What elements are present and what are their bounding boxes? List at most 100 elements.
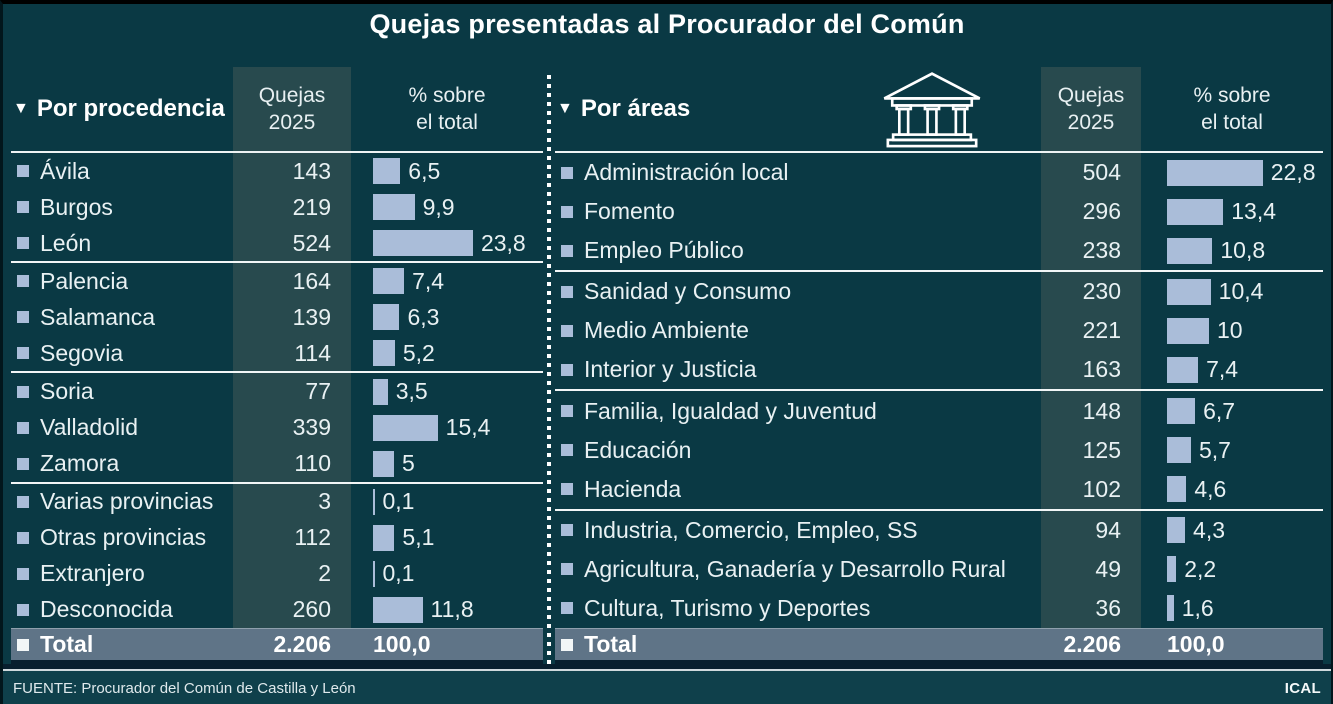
pct-bar [373, 450, 394, 477]
square-bullet-icon [17, 638, 29, 651]
row-quejas-value: 296 [1041, 192, 1141, 232]
total-pct-value: 100,0 [373, 631, 431, 657]
row-pct-cell: 10 [1141, 311, 1323, 350]
row-pct-label: 5,2 [402, 339, 435, 366]
row-pct-label: 1,6 [1181, 594, 1214, 621]
row-label: Palencia [40, 267, 129, 294]
table-row: Cultura, Turismo y Deportes 36 1,6 [555, 588, 1323, 628]
row-quejas-value: 219 [233, 189, 351, 226]
bottom-strip [3, 664, 1331, 669]
row-label-cell: Desconocida [11, 592, 233, 628]
total-row: Total 2.206 100,0 [555, 628, 1323, 664]
row-pct-cell: 4,6 [1141, 470, 1323, 509]
group-separator [11, 481, 543, 484]
row-label: Burgos [40, 193, 113, 220]
square-bullet-icon [561, 444, 573, 457]
pct-bar [373, 304, 400, 331]
table-row: Administración local 504 22,8 [555, 153, 1323, 193]
section-title-cell: ▼ Por áreas [555, 67, 1041, 151]
section-header: ▼ Por procedencia Quejas 2025 % sobre el… [11, 67, 543, 153]
row-label-cell: Otras provincias [11, 520, 233, 556]
total-row: Total 2.206 100,0 [11, 628, 543, 664]
row-label: Agricultura, Ganadería y Desarrollo Rura… [584, 555, 1006, 582]
table-row: Familia, Igualdad y Juventud 148 6,7 [555, 391, 1323, 431]
pct-bar [1167, 437, 1191, 464]
row-label-cell: Burgos [11, 189, 233, 225]
row-label-cell: Varias provincias [11, 484, 233, 520]
square-bullet-icon [17, 165, 29, 178]
square-bullet-icon [17, 201, 29, 214]
row-quejas-value: 139 [233, 299, 351, 336]
row-pct-label: 5 [402, 450, 415, 477]
pct-bar [373, 524, 395, 551]
row-pct-label: 13,4 [1231, 198, 1277, 225]
pct-bar [373, 488, 375, 515]
row-quejas-value: 143 [233, 153, 351, 190]
row-quejas-value: 110 [233, 445, 351, 482]
pct-bar [1167, 159, 1263, 186]
row-label: Soria [40, 378, 94, 404]
row-quejas-value: 504 [1041, 153, 1141, 193]
row-label-cell: Palencia [11, 263, 233, 299]
table-por-areas: ▼ Por áreas [555, 67, 1323, 664]
row-pct-label: 3,5 [395, 378, 428, 404]
square-bullet-icon [17, 495, 29, 508]
pct-bar [1167, 237, 1213, 264]
section-title: Por áreas [580, 95, 691, 122]
credit-text: ICAL [1284, 679, 1321, 697]
table-row: Sanidad y Consumo 230 10,4 [555, 272, 1323, 312]
row-pct-cell: 0,1 [351, 484, 543, 520]
row-quejas-value: 114 [233, 335, 351, 372]
row-label-cell: Fomento [555, 192, 1041, 231]
row-label-cell: Salamanca [11, 299, 233, 335]
source-text: FUENTE: Procurador del Común de Castilla… [13, 679, 356, 697]
square-bullet-icon [17, 275, 29, 288]
row-pct-label: 4,6 [1194, 475, 1227, 502]
total-label: Total [40, 631, 94, 657]
row-label-cell: Cultura, Turismo y Deportes [555, 589, 1041, 628]
row-pct-label: 23,8 [480, 229, 526, 256]
column-header-pct: % sobre el total [1141, 67, 1323, 151]
row-pct-cell: 6,7 [1141, 391, 1323, 430]
row-quejas-value: 3 [233, 483, 351, 520]
dotted-divider [543, 67, 555, 664]
group-separator [555, 508, 1323, 511]
row-quejas-value: 164 [233, 263, 351, 300]
row-quejas-value: 77 [233, 373, 351, 410]
column-header-pct-label: % sobre el total [1193, 83, 1271, 134]
row-label-cell: Sanidad y Consumo [555, 272, 1041, 311]
row-quejas-value: 260 [233, 591, 351, 629]
pct-bar [373, 158, 401, 185]
row-pct-cell: 0,1 [351, 556, 543, 592]
row-label-cell: Soria [11, 373, 233, 409]
square-bullet-icon [561, 524, 573, 537]
row-quejas-value: 221 [1041, 311, 1141, 351]
square-bullet-icon [17, 421, 29, 434]
pct-bar [373, 194, 415, 221]
row-pct-label: 6,3 [407, 303, 440, 330]
square-bullet-icon [561, 244, 573, 257]
pct-bar [1167, 517, 1186, 544]
table-row: Desconocida 260 11,8 [11, 591, 543, 629]
row-label: Zamora [40, 450, 120, 477]
row-label: Varias provincias [40, 488, 214, 515]
square-bullet-icon [561, 363, 573, 376]
row-label-cell: Familia, Igualdad y Juventud [555, 391, 1041, 430]
row-pct-label: 11,8 [430, 596, 474, 623]
row-quejas-value: 102 [1041, 469, 1141, 509]
table-row: León 524 23,8 [11, 225, 543, 262]
table-row: Valladolid 339 15,4 [11, 409, 543, 446]
pct-bar [1167, 278, 1211, 305]
square-bullet-icon [17, 385, 29, 398]
row-pct-cell: 15,4 [351, 410, 543, 446]
square-bullet-icon [17, 531, 29, 544]
row-quejas-value: 94 [1041, 510, 1141, 550]
row-label-cell: Zamora [11, 446, 233, 482]
table-row: Zamora 110 5 [11, 445, 543, 482]
square-bullet-icon [561, 205, 573, 218]
row-pct-label: 6,7 [1203, 397, 1236, 424]
row-pct-cell: 10,8 [1141, 231, 1323, 270]
row-pct-cell: 5 [351, 446, 543, 482]
table-rows: Administración local 504 22,8 Fomento 296 13,… [555, 153, 1323, 628]
row-pct-label: 9,9 [422, 193, 455, 220]
